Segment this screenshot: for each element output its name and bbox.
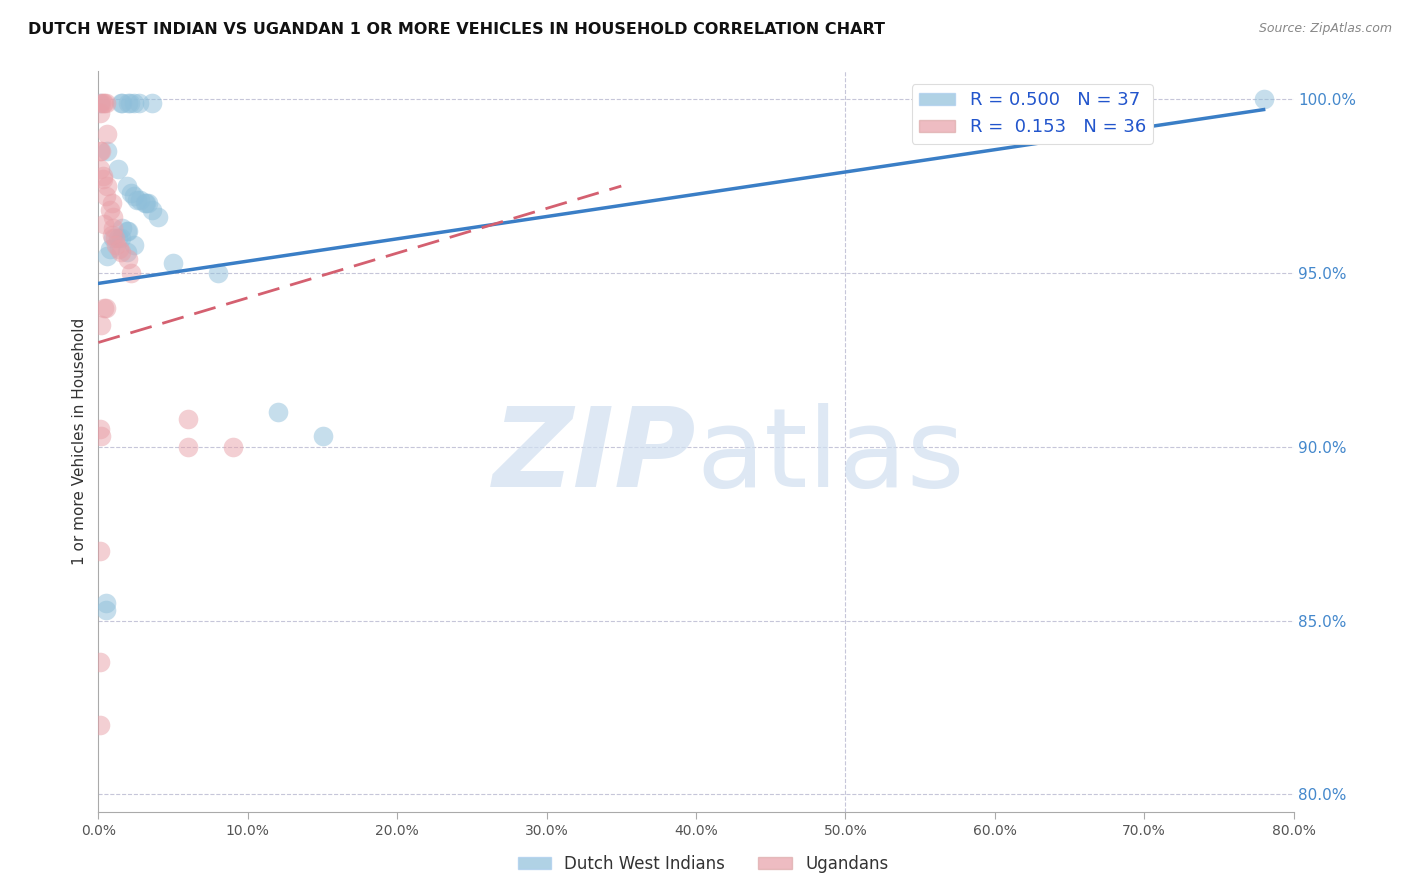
Point [162, 255, 184, 269]
Point [96, 249, 118, 263]
Point [107, 231, 129, 245]
Point [120, 186, 142, 200]
Point [91, 172, 114, 186]
Legend: R = 0.500   N = 37, R =  0.153   N = 36: R = 0.500 N = 37, R = 0.153 N = 36 [911, 84, 1153, 144]
Point [96, 127, 118, 141]
Point [110, 95, 132, 110]
Point [93, 95, 115, 110]
Point [177, 412, 200, 426]
Point [124, 238, 146, 252]
Point [89, 718, 111, 732]
Point [94, 596, 117, 610]
Point [128, 95, 150, 110]
Point [111, 220, 134, 235]
Point [115, 245, 138, 260]
Point [108, 242, 131, 256]
Point [101, 227, 124, 242]
Point [94, 189, 117, 203]
Point [90, 95, 112, 110]
Point [96, 179, 118, 194]
Point [94, 95, 117, 110]
Point [100, 242, 122, 256]
Point [101, 196, 124, 211]
Point [124, 95, 146, 110]
Point [118, 95, 141, 110]
Point [1253, 92, 1275, 106]
Point [135, 196, 157, 211]
Point [89, 655, 111, 669]
Point [90, 318, 112, 332]
Point [96, 145, 118, 159]
Point [103, 220, 125, 235]
Point [90, 429, 112, 443]
Point [111, 95, 134, 110]
Point [311, 429, 333, 443]
Point [120, 266, 142, 280]
Point [91, 169, 114, 183]
Point [89, 544, 111, 558]
Point [136, 196, 159, 211]
Point [93, 301, 115, 315]
Point [222, 440, 245, 454]
Point [105, 238, 128, 252]
Text: Source: ZipAtlas.com: Source: ZipAtlas.com [1258, 22, 1392, 36]
Point [94, 301, 117, 315]
Point [89, 422, 111, 436]
Point [93, 217, 115, 231]
Point [129, 193, 152, 207]
Text: atlas: atlas [696, 403, 965, 510]
Point [207, 266, 229, 280]
Point [110, 231, 132, 245]
Point [91, 95, 114, 110]
Y-axis label: 1 or more Vehicles in Household: 1 or more Vehicles in Household [72, 318, 87, 566]
Point [103, 231, 125, 245]
Point [115, 179, 138, 194]
Point [90, 145, 112, 159]
Point [141, 95, 163, 110]
Point [267, 405, 290, 419]
Point [89, 145, 111, 159]
Point [110, 245, 132, 260]
Point [117, 252, 139, 266]
Point [89, 106, 111, 120]
Point [103, 211, 125, 225]
Point [134, 196, 156, 211]
Point [115, 224, 138, 238]
Legend: Dutch West Indians, Ugandans: Dutch West Indians, Ugandans [510, 848, 896, 880]
Point [107, 161, 129, 176]
Point [127, 193, 149, 207]
Point [117, 95, 139, 110]
Point [100, 203, 122, 218]
Point [124, 189, 146, 203]
Point [94, 603, 117, 617]
Text: ZIP: ZIP [492, 403, 696, 510]
Point [117, 224, 139, 238]
Point [141, 203, 163, 218]
Point [148, 211, 170, 225]
Point [104, 231, 127, 245]
Point [177, 440, 200, 454]
Point [89, 95, 111, 110]
Text: DUTCH WEST INDIAN VS UGANDAN 1 OR MORE VEHICLES IN HOUSEHOLD CORRELATION CHART: DUTCH WEST INDIAN VS UGANDAN 1 OR MORE V… [28, 22, 886, 37]
Point [89, 161, 111, 176]
